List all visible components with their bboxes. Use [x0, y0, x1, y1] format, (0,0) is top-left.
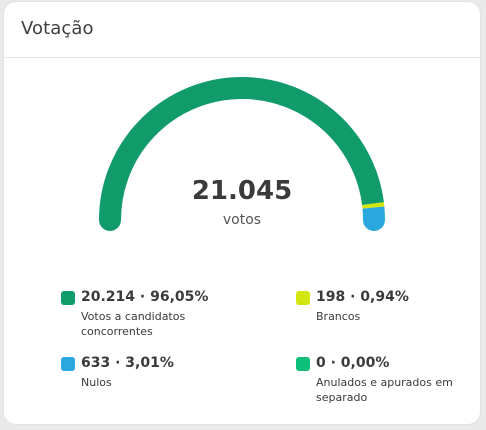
legend-swatch-candidatos — [61, 291, 75, 305]
legend-label-nulos: Nulos — [81, 376, 112, 389]
vote-gauge — [99, 77, 385, 231]
legend-value-brancos: 198 · 0,94% — [316, 289, 409, 305]
legend-value-anulados: 0 · 0,00% — [316, 355, 390, 371]
legend-label-brancos: Brancos — [316, 310, 361, 323]
legend-swatch-brancos — [296, 291, 310, 305]
gauge-arc-candidatos — [99, 77, 384, 221]
legend-value-candidatos: 20.214 · 96,05% — [81, 289, 209, 305]
legend-swatch-anulados — [296, 357, 310, 371]
total-votes-value: 21.045 — [191, 176, 293, 206]
votacao-card: Votação 21.045 votos 20.214 · 96,05% Vot… — [4, 2, 480, 424]
legend-label-anulados: Anulados e apurados em separado — [316, 376, 453, 404]
gauge-cap-start — [99, 209, 121, 231]
legend-value-nulos: 633 · 3,01% — [81, 355, 174, 371]
legend-label-candidatos: Votos a candidatos concorrentes — [81, 310, 186, 338]
total-votes-label: votos — [222, 212, 262, 228]
gauge-arc-nulos — [362, 206, 385, 221]
card-header: Votação — [4, 2, 480, 58]
gauge-cap-end — [363, 220, 385, 231]
legend-swatch-nulos — [61, 357, 75, 371]
card-title: Votação — [21, 18, 94, 39]
